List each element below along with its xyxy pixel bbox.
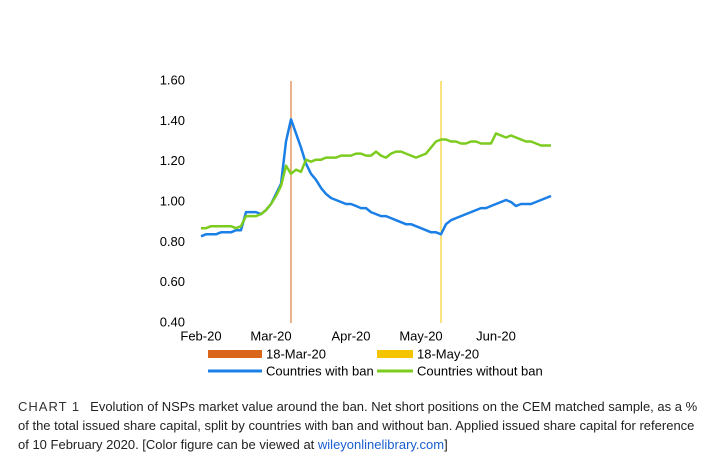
legend-label: 18-Mar-20 xyxy=(266,346,326,361)
x-tick-label: May-20 xyxy=(399,328,442,343)
x-tick-label: Jun-20 xyxy=(476,328,516,343)
x-tick-label: Mar-20 xyxy=(250,328,291,343)
legend-swatch xyxy=(208,350,262,358)
y-tick-label: 1.40 xyxy=(160,113,185,128)
series-line xyxy=(201,132,551,230)
y-tick-label: 0.80 xyxy=(160,234,185,249)
caption-label: CHART 1 xyxy=(18,399,81,414)
y-tick-label: 0.60 xyxy=(160,274,185,289)
y-tick-label: 1.20 xyxy=(160,153,185,168)
x-tick-label: Feb-20 xyxy=(180,328,221,343)
caption: CHART 1 Evolution of NSPs market value ar… xyxy=(18,397,702,454)
x-tick-label: Apr-20 xyxy=(331,328,370,343)
legend-label: Countries without ban xyxy=(417,363,543,378)
legend-swatch xyxy=(377,350,413,358)
y-tick-label: 1.60 xyxy=(160,72,185,87)
caption-end: ] xyxy=(444,437,448,452)
series-line xyxy=(200,118,552,238)
chart: 0.40 0.60 0.80 1.00 1.20 1.40 1.60 Feb-20 Mar-20… xyxy=(160,72,552,378)
y-tick-label: 0.40 xyxy=(160,314,185,329)
caption-link[interactable]: wileyonlinelibrary.com xyxy=(317,437,445,452)
legend-label: 18-May-20 xyxy=(417,346,479,361)
caption-text: Evolution of NSPs market value around th… xyxy=(18,399,698,452)
y-tick-label: 1.00 xyxy=(160,193,185,208)
legend-label: Countries with ban xyxy=(266,363,374,378)
